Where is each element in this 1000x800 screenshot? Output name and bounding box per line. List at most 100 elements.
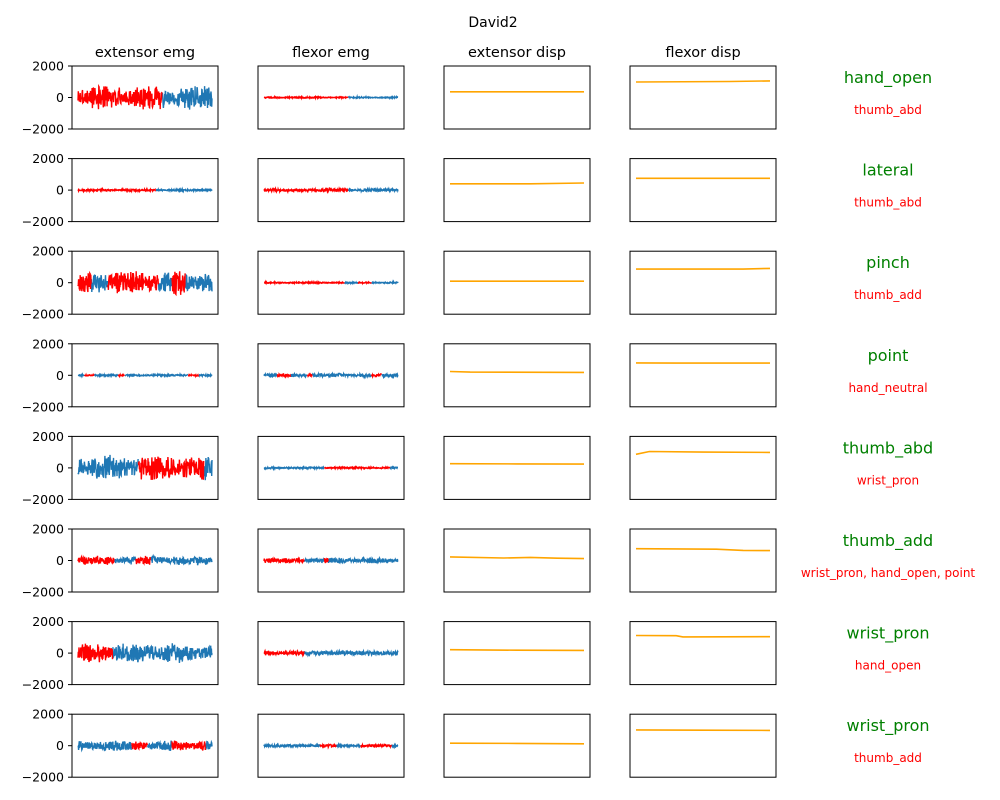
y-tick-label: 0 [56,460,64,475]
emg-trace-highlight [77,643,114,663]
panel-extensor-emg: 2000 0 −2000 [22,151,219,229]
gesture-label: thumb_abd [843,438,933,458]
panel-frame [629,435,777,500]
panel-flexor-disp [629,435,777,500]
gesture-label: thumb_add [843,531,933,551]
column-title: flexor disp [665,45,740,61]
confusion-label: hand_open [855,659,921,673]
panel-extensor-emg: 2000 0 −2000 [22,244,219,322]
emg-trace-highlight [131,740,206,751]
y-tick-label: −2000 [22,770,64,785]
emg-trace [77,454,213,481]
panel-flexor-emg [257,343,405,408]
emg-trace [263,464,399,472]
y-tick-label: −2000 [22,307,64,322]
emg-trace-highlight [77,554,151,566]
disp-line [449,556,585,560]
panel-frame [629,713,777,778]
emg-trace-highlight [77,186,157,194]
confusion-label: wrist_pron, hand_open, point [801,566,976,580]
emg-trace [161,86,213,110]
panel-extensor-emg: 2000 0 −2000 [22,59,219,137]
gesture-label: hand_open [844,68,932,88]
row-labels: hand_openthumb_abdlateralthumb_abdpincht… [801,68,976,765]
panel-frame [257,250,405,315]
figure-title: David2 [468,15,517,31]
panel-flexor-disp [629,621,777,686]
panel-extensor-emg: 2000 0 −2000 [22,522,219,600]
disp-line [635,634,771,638]
emg-trace-highlight [263,186,349,195]
disp-line [635,547,771,552]
y-tick-label: 2000 [32,151,64,166]
disp-line [635,729,771,732]
gesture-label: wrist_pron [846,624,929,644]
y-tick-label: −2000 [22,492,64,507]
emg-trace [77,371,213,379]
panel-flexor-emg [257,158,405,223]
emg-trace [263,371,399,380]
panel-extensor-emg: 2000 0 −2000 [22,336,219,414]
panel-flexor-disp [629,65,777,130]
panel-frame [257,435,405,500]
panel-extensor-disp [443,343,591,408]
y-tick-label: 0 [56,275,64,290]
emg-trace [263,741,399,750]
panel-frame [443,158,591,223]
disp-line [449,648,585,652]
emg-trace-highlight [263,94,349,101]
panel-frame [629,65,777,130]
disp-line [450,182,585,185]
confusion-label: thumb_add [854,751,922,765]
panels: 2000 0 −2000 2000 0 −2000 2000 0 −2000 2000 0 −2000… [22,59,777,785]
y-tick-label: 2000 [32,614,64,629]
y-tick-label: −2000 [22,214,64,229]
emg-trace-highlight [276,371,383,380]
emg-trace [112,643,213,663]
disp-line [636,267,771,270]
emg-trace-highlight [77,83,163,110]
confusion-label: hand_neutral [848,381,927,395]
emg-trace [113,553,213,566]
y-tick-label: 0 [56,90,64,105]
disp-line [449,742,585,745]
confusion-label: thumb_abd [854,103,922,117]
panel-extensor-disp [443,528,591,593]
emg-trace [155,186,213,194]
emg-trace-highlight [324,465,391,472]
emg-trace-highlight [137,456,205,480]
gesture-label: point [868,346,909,365]
y-tick-label: 0 [56,738,64,753]
column-title: flexor emg [292,45,370,61]
panel-extensor-disp [443,250,591,315]
panel-flexor-emg [257,65,405,130]
gesture-label: lateral [862,161,913,180]
panel-flexor-disp [629,158,777,223]
emg-trace [347,93,399,101]
panel-frame [629,343,777,408]
panel-frame [443,343,591,408]
y-tick-label: −2000 [22,122,64,137]
panel-frame [629,621,777,686]
panel-flexor-emg [257,435,405,500]
panel-flexor-disp [629,713,777,778]
emg-trace [77,739,213,753]
column-title: extensor disp [468,45,566,61]
disp-line [635,80,771,83]
emg-trace-highlight [263,648,305,658]
panel-frame [443,713,591,778]
panel-frame [443,435,591,500]
panel-extensor-disp [443,158,591,223]
y-tick-label: 2000 [32,429,64,444]
panel-frame [257,528,405,593]
y-tick-label: −2000 [22,399,64,414]
disp-line [635,450,771,456]
emg-trace [303,648,399,658]
panel-frame [629,158,777,223]
panel-extensor-disp [443,621,591,686]
y-tick-label: 2000 [32,707,64,722]
panel-flexor-disp [629,343,777,408]
emg-trace-highlight [84,372,199,379]
confusion-label: thumb_abd [854,196,922,210]
